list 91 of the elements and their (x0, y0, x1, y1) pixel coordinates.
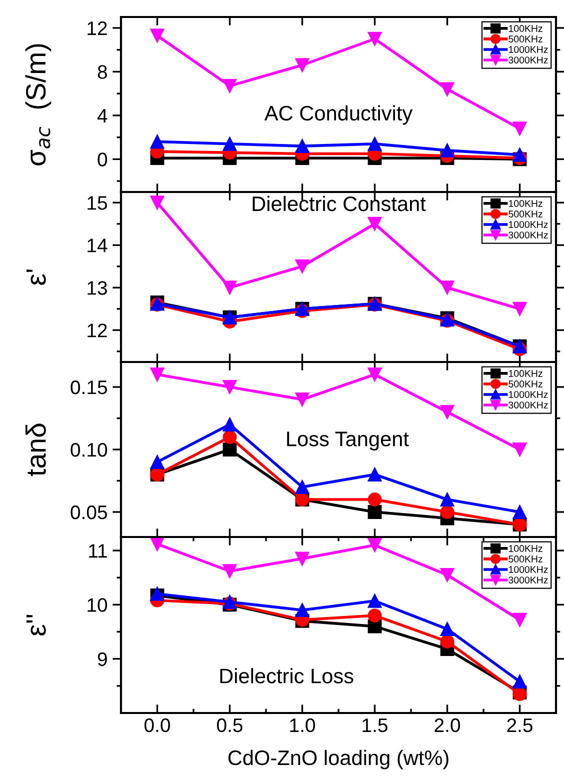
point (222, 78, 237, 93)
x-axis-title: CdO-ZnO loading (wt%) (228, 750, 448, 770)
y-tick-label: 11 (89, 544, 107, 558)
point (440, 143, 454, 158)
legend-label: 100KHz (508, 545, 542, 552)
annotation: AC Conductivity (264, 105, 413, 125)
point (368, 136, 382, 151)
x-tick-label: 2.0 (434, 718, 460, 732)
legend-label: 1000KHz (508, 46, 548, 53)
annotation: Dielectric Constant (252, 196, 426, 212)
point (222, 442, 237, 456)
point (368, 32, 382, 46)
point (512, 148, 527, 162)
point (440, 492, 454, 506)
point (150, 537, 164, 551)
point (295, 139, 310, 154)
point (440, 82, 454, 96)
legend-label: 100KHz (508, 200, 542, 207)
legend-label: 3000KHz (508, 232, 548, 238)
point (512, 674, 527, 689)
point (440, 622, 454, 636)
point (368, 468, 382, 482)
y-tick-label: 0.15 (70, 380, 107, 394)
point (368, 216, 382, 231)
y-tick-label: 15 (88, 196, 107, 210)
y-tick-label: 0.05 (70, 505, 107, 520)
y-tick-label: 0 (98, 152, 108, 166)
y-tick-label: 4 (97, 109, 108, 122)
point (512, 442, 527, 456)
point (440, 634, 454, 648)
y-tick-label: 8 (98, 65, 107, 79)
point (222, 380, 237, 394)
x-tick-label: 1.0 (290, 718, 316, 732)
point (440, 568, 454, 582)
legend-label: 1000KHz (508, 221, 548, 228)
point (222, 418, 237, 432)
point (512, 505, 527, 519)
y-axis-title: ε' (26, 270, 46, 285)
annotation: Dielectric Loss (220, 668, 354, 684)
x-tick-label: 1.5 (362, 718, 388, 732)
point (222, 280, 237, 295)
legend-label: 3000KHz (508, 576, 548, 584)
point (222, 430, 237, 444)
y-tick-label: 13 (88, 281, 107, 295)
annotation: Loss Tangent (287, 432, 409, 450)
point (295, 603, 310, 618)
y-axis-title: ε'' (26, 614, 46, 636)
point (368, 368, 382, 382)
legend-label: 500KHz (508, 556, 542, 562)
y-axis-title: tanδ (26, 424, 46, 476)
point (512, 302, 527, 316)
y-tick-label: 12 (88, 21, 107, 35)
point (295, 58, 310, 72)
point (295, 259, 310, 274)
point (222, 136, 237, 151)
point (512, 612, 527, 627)
x-tick-label: 0.5 (216, 718, 242, 732)
y-axis-title: σ$_{ac}$ (S/m) (25, 44, 52, 166)
point (512, 122, 527, 136)
point (368, 608, 382, 622)
legend-label: 500KHz (508, 36, 542, 42)
y-tick-label: 10 (88, 598, 108, 612)
legend-label: 1000KHz (508, 566, 548, 573)
point (150, 28, 164, 43)
legend-label: 3000KHz (508, 56, 548, 64)
point (440, 505, 454, 519)
y-tick-label: 9 (98, 652, 107, 666)
point (295, 392, 310, 406)
point (368, 505, 382, 519)
point (368, 492, 382, 506)
point (368, 594, 382, 608)
legend-label: 100KHz (508, 370, 542, 377)
point (295, 480, 310, 494)
x-tick-label: 0.0 (144, 718, 170, 732)
x-tick-label: 2.5 (507, 718, 532, 732)
legend-label: 1000KHz (508, 391, 548, 398)
point (150, 134, 164, 149)
point (150, 455, 164, 469)
y-tick-label: 0.10 (70, 442, 108, 457)
legend-label: 500KHz (508, 210, 542, 218)
legend-label: 500KHz (508, 380, 542, 388)
y-tick-label: 12 (88, 324, 107, 338)
legend-label: 3000KHz (508, 402, 548, 408)
point (295, 552, 310, 566)
point (440, 405, 454, 419)
point (440, 280, 454, 295)
point (222, 564, 237, 578)
point (150, 196, 164, 210)
y-tick-label: 14 (88, 238, 108, 252)
point (150, 368, 164, 382)
legend-label: 100KHz (508, 25, 542, 32)
